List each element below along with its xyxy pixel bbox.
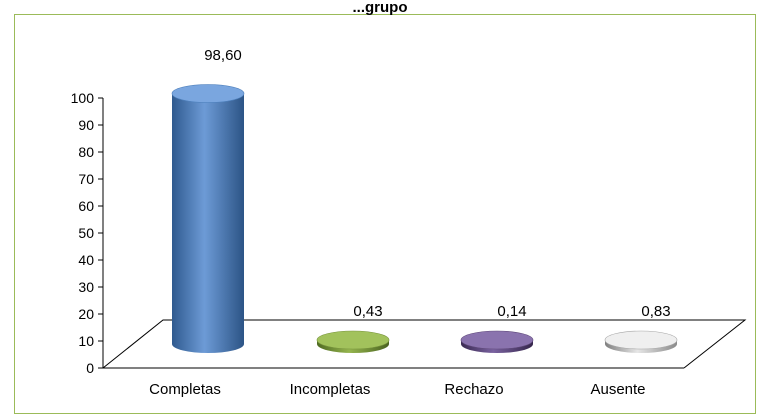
data-label: 0,43 xyxy=(353,303,382,320)
y-tick-label: 60 xyxy=(78,198,94,214)
y-tick-label: 0 xyxy=(86,360,94,376)
bar-incompletas xyxy=(316,330,390,353)
category-label: Ausente xyxy=(590,381,645,398)
data-label: 98,60 xyxy=(204,47,242,64)
y-tick-labels: 0 10 20 30 40 50 60 70 80 90 100 xyxy=(71,90,95,376)
y-tick-label: 10 xyxy=(78,333,94,349)
y-tick-label: 50 xyxy=(78,225,94,241)
bar-top xyxy=(171,84,245,103)
data-labels: 98,60 0,43 0,14 0,83 xyxy=(204,47,670,320)
chart-title: ...grupo xyxy=(352,0,408,16)
y-tick-label: 90 xyxy=(78,117,94,133)
bar-rechazo xyxy=(460,330,534,353)
bar-top xyxy=(316,330,390,350)
bar-body xyxy=(172,93,244,353)
category-labels: Completas Incompletas Rechazo Ausente xyxy=(149,381,645,398)
y-tick-label: 30 xyxy=(78,279,94,295)
y-tick-label: 20 xyxy=(78,306,94,322)
bar-top xyxy=(604,330,678,350)
floor-outline xyxy=(102,319,747,369)
y-tick-label: 70 xyxy=(78,171,94,187)
category-label: Completas xyxy=(149,381,221,398)
data-label: 0,83 xyxy=(641,303,670,320)
y-tick-label: 80 xyxy=(78,144,94,160)
y-tick-label: 40 xyxy=(78,252,94,268)
data-label: 0,14 xyxy=(497,303,526,320)
category-label: Incompletas xyxy=(290,381,371,398)
y-tick-label: 100 xyxy=(71,90,95,106)
y-tick-marks xyxy=(98,97,103,369)
bar-ausente xyxy=(604,330,678,353)
bar-completas xyxy=(171,84,245,353)
bars xyxy=(171,84,678,353)
category-label: Rechazo xyxy=(444,381,503,398)
bar-top xyxy=(460,330,534,350)
